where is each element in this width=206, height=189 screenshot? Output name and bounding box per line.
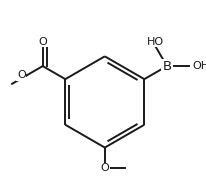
Text: B: B [162,60,171,73]
Text: O: O [38,36,47,46]
Text: OH: OH [192,61,206,71]
Text: O: O [101,163,109,173]
Text: O: O [17,70,26,80]
Text: HO: HO [147,37,164,47]
